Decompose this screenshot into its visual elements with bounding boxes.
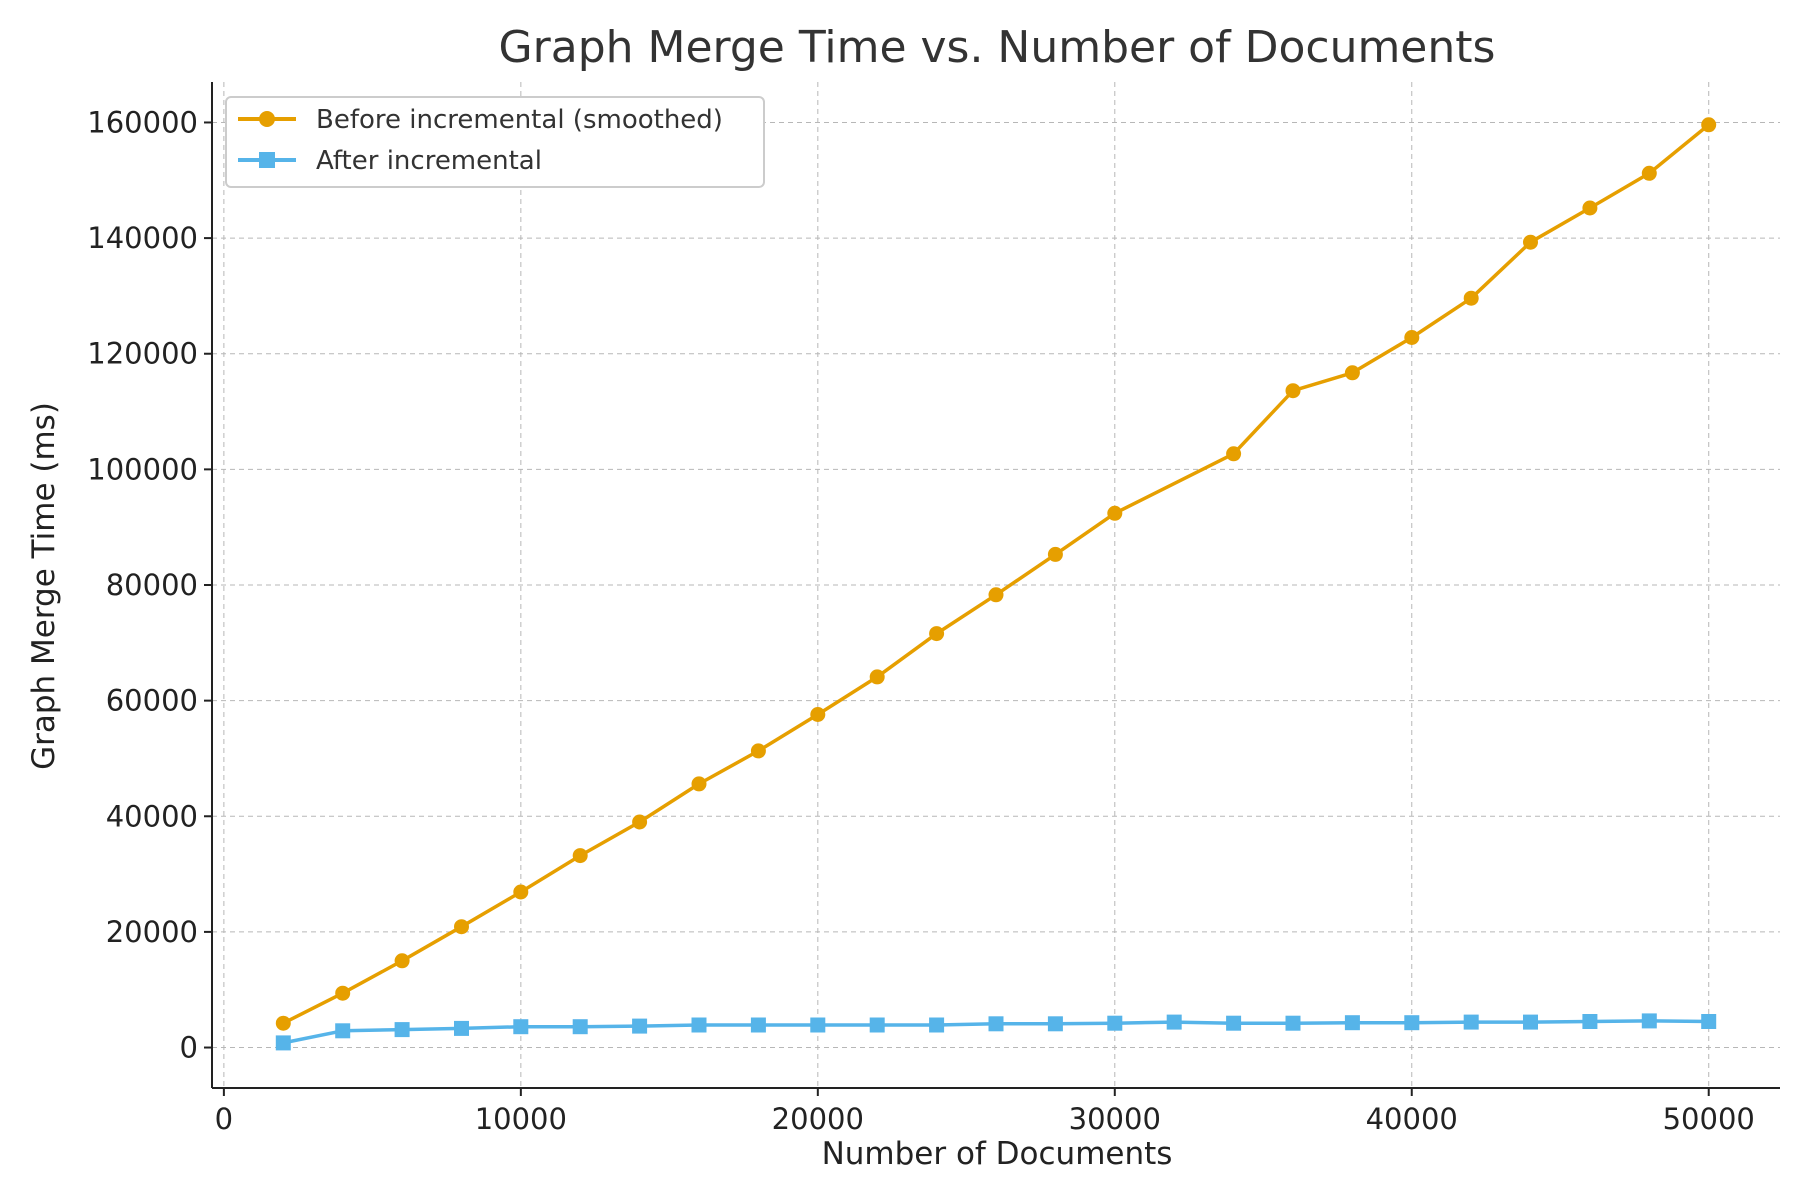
legend-after-marker (259, 152, 275, 168)
legend-before-marker (259, 111, 275, 127)
data-point-before-incremental (335, 985, 351, 1001)
data-point-after-incremental (1641, 1013, 1657, 1029)
data-point-before-incremental (1641, 165, 1657, 181)
grid-layer (212, 82, 1780, 1088)
data-point-after-incremental (1404, 1015, 1420, 1031)
y-tick-label: 160000 (87, 105, 198, 139)
y-tick-label: 40000 (106, 799, 198, 833)
data-point-after-incremental (1166, 1014, 1182, 1030)
data-point-before-incremental (1226, 446, 1242, 462)
y-tick-label: 120000 (87, 337, 198, 371)
data-point-before-incremental (275, 1015, 291, 1031)
data-point-after-incremental (1582, 1014, 1598, 1029)
data-point-before-incremental (454, 919, 469, 935)
data-point-after-incremental (454, 1020, 469, 1036)
data-point-after-incremental (275, 1035, 291, 1051)
legend-label-before: Before incremental (smoothed) (316, 105, 723, 135)
data-point-after-incremental (988, 1016, 1004, 1032)
data-point-after-incremental (1285, 1015, 1301, 1031)
x-tick-label: 0 (215, 1102, 233, 1136)
data-point-after-incremental (1701, 1014, 1717, 1029)
data-point-before-incremental (572, 848, 588, 864)
data-point-after-incremental (810, 1017, 826, 1033)
data-point-after-incremental (1344, 1015, 1360, 1031)
data-point-before-incremental (691, 776, 707, 792)
axes-layer: 0 10000 20000 30000 40000 50000 0 20000 40000 600… (87, 82, 1780, 1136)
data-point-before-incremental (1404, 330, 1420, 345)
data-point-before-incremental (1047, 546, 1063, 562)
data-point-after-incremental (1047, 1016, 1063, 1032)
data-point-before-incremental (929, 626, 945, 642)
data-point-after-incremental (394, 1022, 410, 1038)
data-point-before-incremental (1523, 234, 1538, 250)
series-line-before-incremental (281, 123, 1711, 1025)
y-tick-label: 100000 (87, 452, 198, 486)
legend-box (225, 96, 765, 188)
data-point-after-incremental (929, 1017, 945, 1033)
data-point-before-incremental (1344, 365, 1360, 381)
data-point-after-incremental (869, 1017, 885, 1033)
x-tick-label: 40000 (1366, 1102, 1458, 1136)
y-tick-label: 80000 (106, 568, 198, 602)
data-point-before-incremental (1701, 117, 1717, 133)
data-point-before-incremental (1285, 383, 1301, 399)
data-point-before-incremental (750, 743, 766, 759)
y-tick-label: 140000 (87, 221, 198, 255)
data-point-after-incremental (632, 1018, 648, 1034)
data-point-before-incremental (810, 707, 826, 722)
data-point-after-incremental (1107, 1015, 1123, 1031)
legend: Before incremental (smoothed) After incr… (225, 96, 765, 188)
x-tick-label: 50000 (1663, 1102, 1755, 1136)
data-point-before-incremental (1582, 200, 1598, 216)
series-layer (275, 117, 1717, 1051)
data-point-before-incremental (988, 587, 1004, 603)
data-point-before-incremental (869, 669, 885, 685)
data-point-after-incremental (572, 1019, 588, 1035)
data-point-after-incremental (1463, 1014, 1479, 1030)
data-point-after-incremental (691, 1017, 707, 1033)
y-tick-label: 60000 (106, 684, 198, 718)
chart-title: Graph Merge Time vs. Number of Documents (499, 22, 1496, 73)
data-point-after-incremental (1226, 1015, 1242, 1031)
x-tick-label: 20000 (772, 1102, 864, 1136)
data-point-after-incremental (1523, 1014, 1538, 1030)
x-axis-label: Number of Documents (822, 1136, 1173, 1172)
data-point-before-incremental (394, 953, 410, 969)
data-point-before-incremental (1107, 505, 1123, 521)
x-tick-label: 10000 (475, 1102, 567, 1136)
data-point-after-incremental (513, 1019, 529, 1035)
data-point-before-incremental (632, 814, 648, 830)
legend-label-after: After incremental (316, 146, 542, 176)
data-point-after-incremental (750, 1017, 766, 1033)
data-point-before-incremental (1463, 290, 1479, 306)
y-tick-label: 20000 (106, 915, 198, 949)
y-axis-label: Graph Merge Time (ms) (26, 402, 62, 770)
y-tick-label: 0 (180, 1031, 198, 1065)
x-tick-label: 30000 (1069, 1102, 1161, 1136)
data-point-before-incremental (513, 884, 529, 900)
data-point-after-incremental (335, 1023, 351, 1039)
